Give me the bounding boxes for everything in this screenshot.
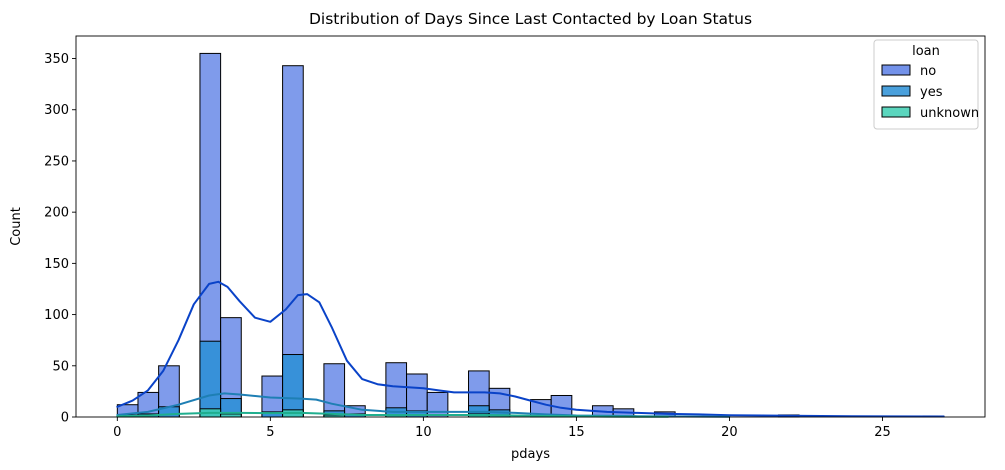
x-axis-label: pdays <box>511 447 550 462</box>
legend-items: no yes unknown <box>881 64 979 121</box>
y-tick-label-250: 250 <box>44 154 69 169</box>
x-tick-label-15: 15 <box>568 425 585 440</box>
y-tick-label-50: 50 <box>52 359 69 374</box>
y-tick-label-0: 0 <box>61 411 69 426</box>
y-tick-label-150: 150 <box>44 257 69 272</box>
kde-line-unknown <box>116 411 670 418</box>
y-tick-label-100: 100 <box>44 308 69 323</box>
kde-line-yes <box>116 392 731 418</box>
x-tick-label-0: 0 <box>113 425 121 440</box>
y-tick-label-350: 350 <box>44 52 69 67</box>
y-axis-label: Count <box>9 207 24 246</box>
bars-layer <box>116 52 945 418</box>
bar-no-11 <box>426 391 449 418</box>
x-tick-label-10: 10 <box>415 425 432 440</box>
x-tick-label-20: 20 <box>721 425 738 440</box>
legend-label-yes: yes <box>920 85 943 100</box>
bar-yes-6 <box>282 354 304 418</box>
y-tick-label-300: 300 <box>44 103 69 118</box>
y-tick-label-200: 200 <box>44 206 69 221</box>
legend-swatch-yes <box>881 85 911 97</box>
legend-swatch-unknown <box>881 106 911 118</box>
bar-yes-3 <box>199 340 222 418</box>
legend: loan no yes unknown <box>873 39 979 130</box>
legend-title: loan <box>912 44 940 59</box>
bar-no-7 <box>323 363 346 418</box>
x-tick-label-5: 5 <box>266 425 274 440</box>
legend-label-no: no <box>920 64 936 79</box>
chart-title: Distribution of Days Since Last Contacte… <box>309 10 752 28</box>
legend-swatch-no <box>881 64 911 76</box>
plot-frame <box>75 35 986 418</box>
x-tick-label-25: 25 <box>874 425 891 440</box>
kde-line-no <box>116 280 945 418</box>
x-axis: 0 5 10 15 20 25 <box>113 417 891 440</box>
legend-label-unknown: unknown <box>920 106 979 121</box>
bar-unknown-1 <box>220 413 242 418</box>
y-axis: 0 50 100 150 200 250 300 350 <box>44 52 76 426</box>
kde-layer <box>116 280 945 418</box>
